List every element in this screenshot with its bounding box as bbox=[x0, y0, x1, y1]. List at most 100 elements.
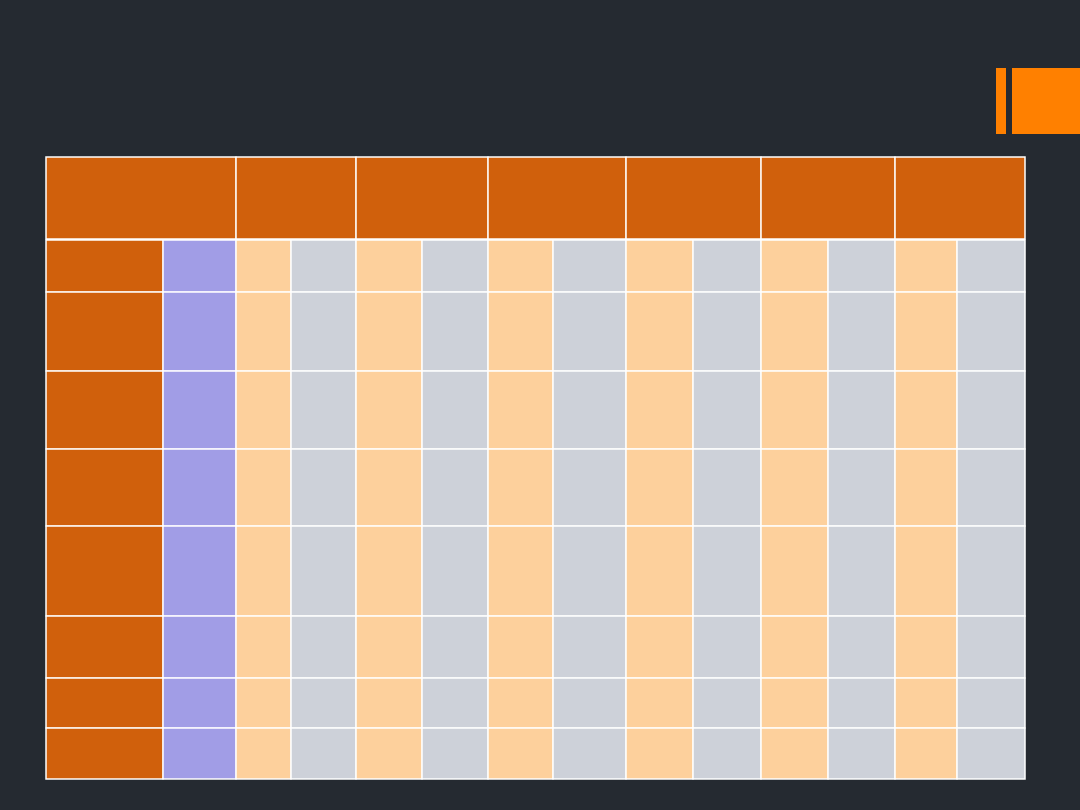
data-cell bbox=[827, 677, 896, 729]
data-cell bbox=[894, 525, 958, 617]
data-cell bbox=[487, 677, 554, 729]
data-cell bbox=[235, 615, 292, 679]
data-cell bbox=[760, 291, 829, 372]
sub-header-cell bbox=[162, 448, 237, 527]
data-cell bbox=[692, 370, 762, 450]
header-cell bbox=[487, 156, 627, 240]
row-header-cell bbox=[45, 291, 164, 372]
data-cell bbox=[552, 370, 627, 450]
data-cell bbox=[760, 677, 829, 729]
data-cell bbox=[894, 239, 958, 293]
data-cell bbox=[692, 448, 762, 527]
data-cell bbox=[692, 525, 762, 617]
data-cell bbox=[235, 727, 292, 780]
accent-block bbox=[1012, 68, 1080, 134]
data-cell bbox=[290, 448, 357, 527]
data-cell bbox=[760, 727, 829, 780]
data-cell bbox=[956, 448, 1026, 527]
header-cell bbox=[625, 156, 762, 240]
row-header-cell bbox=[45, 448, 164, 527]
data-cell bbox=[956, 291, 1026, 372]
sub-header-cell bbox=[162, 291, 237, 372]
data-cell bbox=[355, 615, 423, 679]
data-cell bbox=[625, 370, 694, 450]
data-cell bbox=[956, 615, 1026, 679]
data-cell bbox=[290, 370, 357, 450]
data-cell bbox=[552, 727, 627, 780]
data-cell bbox=[956, 525, 1026, 617]
data-cell bbox=[894, 291, 958, 372]
data-cell bbox=[421, 239, 489, 293]
row-header-cell bbox=[45, 615, 164, 679]
row-header-cell bbox=[45, 370, 164, 450]
data-cell bbox=[355, 239, 423, 293]
data-cell bbox=[692, 615, 762, 679]
data-cell bbox=[290, 727, 357, 780]
data-cell bbox=[827, 525, 896, 617]
data-cell bbox=[421, 370, 489, 450]
data-cell bbox=[956, 677, 1026, 729]
data-cell bbox=[487, 615, 554, 679]
data-cell bbox=[552, 291, 627, 372]
data-cell bbox=[827, 239, 896, 293]
data-cell bbox=[760, 615, 829, 679]
data-cell bbox=[487, 727, 554, 780]
data-cell bbox=[235, 677, 292, 729]
sub-header-cell bbox=[162, 239, 237, 293]
sub-header-cell bbox=[162, 525, 237, 617]
data-cell bbox=[956, 370, 1026, 450]
data-cell bbox=[827, 615, 896, 679]
data-cell bbox=[760, 448, 829, 527]
data-cell bbox=[692, 727, 762, 780]
table bbox=[45, 156, 1026, 780]
data-cell bbox=[290, 291, 357, 372]
header-cell bbox=[760, 156, 896, 240]
data-cell bbox=[625, 677, 694, 729]
data-cell bbox=[625, 615, 694, 679]
header-cell bbox=[355, 156, 489, 240]
data-cell bbox=[355, 370, 423, 450]
data-cell bbox=[552, 239, 627, 293]
data-cell bbox=[355, 727, 423, 780]
data-cell bbox=[235, 370, 292, 450]
data-cell bbox=[487, 239, 554, 293]
data-cell bbox=[894, 615, 958, 679]
row-header-cell bbox=[45, 239, 164, 293]
data-cell bbox=[894, 727, 958, 780]
data-cell bbox=[235, 525, 292, 617]
data-cell bbox=[552, 615, 627, 679]
data-cell bbox=[692, 677, 762, 729]
data-cell bbox=[552, 525, 627, 617]
data-cell bbox=[235, 448, 292, 527]
row-header-cell bbox=[45, 525, 164, 617]
data-cell bbox=[487, 291, 554, 372]
data-cell bbox=[290, 525, 357, 617]
header-cell bbox=[894, 156, 1026, 240]
data-cell bbox=[487, 370, 554, 450]
data-cell bbox=[827, 727, 896, 780]
data-cell bbox=[760, 239, 829, 293]
data-cell bbox=[355, 525, 423, 617]
data-cell bbox=[894, 370, 958, 450]
data-cell bbox=[827, 448, 896, 527]
data-cell bbox=[355, 677, 423, 729]
data-cell bbox=[355, 448, 423, 527]
data-cell bbox=[552, 677, 627, 729]
data-cell bbox=[760, 370, 829, 450]
accent-bar bbox=[996, 68, 1006, 134]
data-cell bbox=[625, 525, 694, 617]
data-cell bbox=[552, 448, 627, 527]
data-cell bbox=[956, 727, 1026, 780]
data-cell bbox=[692, 291, 762, 372]
row-header-cell bbox=[45, 727, 164, 780]
data-cell bbox=[235, 239, 292, 293]
data-cell bbox=[894, 448, 958, 527]
data-cell bbox=[421, 291, 489, 372]
data-cell bbox=[290, 677, 357, 729]
sub-header-cell bbox=[162, 677, 237, 729]
header-cell bbox=[45, 156, 237, 240]
data-cell bbox=[625, 448, 694, 527]
data-cell bbox=[894, 677, 958, 729]
